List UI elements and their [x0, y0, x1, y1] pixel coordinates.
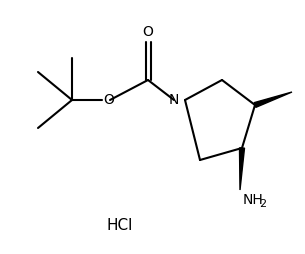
Text: 2: 2 [259, 199, 266, 209]
Text: NH: NH [243, 193, 264, 207]
Polygon shape [239, 148, 245, 190]
Text: O: O [142, 25, 153, 39]
Text: N: N [169, 93, 179, 107]
Polygon shape [254, 92, 292, 107]
Text: O: O [104, 93, 114, 107]
Text: HCl: HCl [107, 217, 133, 232]
